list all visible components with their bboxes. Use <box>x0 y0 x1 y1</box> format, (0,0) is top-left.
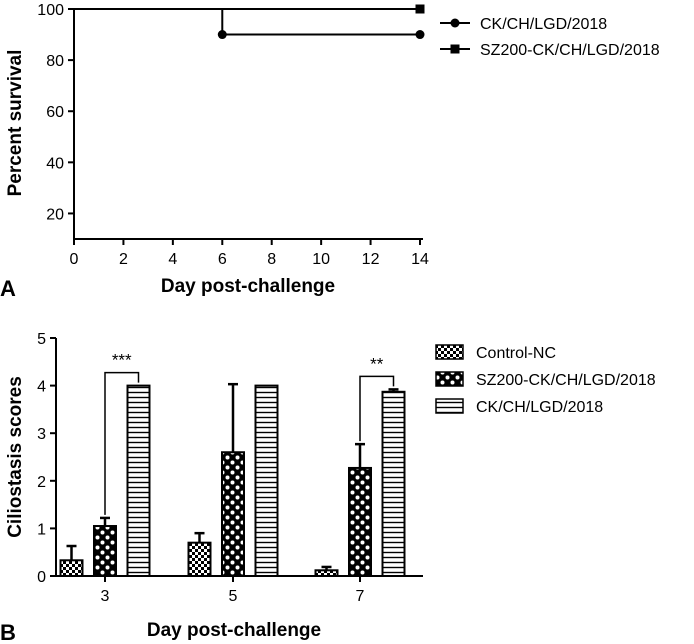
ciliostasis-y-tick-label: 5 <box>37 331 46 348</box>
panel-label-a: A <box>0 276 16 301</box>
bar-2-0 <box>126 384 151 577</box>
survival-y-axis-title: Percent survival <box>5 50 26 197</box>
survival-legend-label: SZ200-CK/CH/LGD/2018 <box>480 42 660 59</box>
survival-y-tick-label: 80 <box>46 53 64 70</box>
ciliostasis-legend-label: CK/CH/LGD/2018 <box>476 399 603 416</box>
survival-x-tick-label: 14 <box>411 251 429 268</box>
ciliostasis-y-tick-label: 0 <box>37 569 46 586</box>
survival-y-tick-label: 100 <box>37 2 64 19</box>
survival-marker-0 <box>217 30 227 40</box>
bar-1-0 <box>93 525 117 578</box>
ciliostasis-y-axis-title: Ciliostasis scores <box>5 376 26 538</box>
survival-x-tick-label: 6 <box>218 251 227 268</box>
survival-y-tick-label: 60 <box>46 104 64 121</box>
survival-x-tick-label: 4 <box>168 251 177 268</box>
survival-y-tick-label: 20 <box>46 206 64 223</box>
survival-x-tick-label: 8 <box>267 251 276 268</box>
bar-1-2 <box>348 466 372 577</box>
bar-0-2 <box>314 569 339 578</box>
ciliostasis-legend-label: Control-NC <box>476 345 556 362</box>
ciliostasis-y-tick-label: 1 <box>37 521 46 538</box>
survival-x-tick-label: 0 <box>70 251 79 268</box>
ciliostasis-y-tick-label: 3 <box>37 426 46 443</box>
ciliostasis-x-axis-title: Day post-challenge <box>147 620 321 641</box>
significance-label: *** <box>112 351 132 370</box>
ciliostasis-legend-label: SZ200-CK/CH/LGD/2018 <box>476 372 656 389</box>
bar-1-1 <box>221 451 245 577</box>
survival-y-tick-label: 40 <box>46 155 64 172</box>
survival-legend-label: CK/CH/LGD/2018 <box>480 16 607 33</box>
survival-x-tick-label: 2 <box>119 251 128 268</box>
significance-bracket <box>104 371 140 515</box>
survival-legend-marker <box>450 18 460 28</box>
bar-2-2 <box>381 390 406 577</box>
survival-x-axis-title: Day post-challenge <box>161 276 335 297</box>
ciliostasis-x-tick-label: 3 <box>101 588 110 605</box>
bar-0-1 <box>187 541 212 577</box>
ciliostasis-legend-swatch <box>435 371 464 387</box>
survival-legend-marker <box>450 44 460 54</box>
ciliostasis-legend-swatch <box>435 398 464 414</box>
significance-bracket <box>359 375 395 442</box>
survival-x-tick-label: 10 <box>312 251 330 268</box>
survival-marker-1 <box>415 4 425 14</box>
ciliostasis-y-tick-label: 2 <box>37 474 46 491</box>
significance-label: ** <box>370 354 384 373</box>
ciliostasis-y-tick-label: 4 <box>37 379 46 396</box>
survival-x-tick-label: 12 <box>362 251 380 268</box>
survival-chart: 20 40 60 80 100 0 2 4 6 8 10 12 14 CK/CH/LGD/2018 SZ… <box>0 2 660 301</box>
bar-2-1 <box>254 384 279 577</box>
ciliostasis-x-tick-label: 5 <box>229 588 238 605</box>
panel-label-b: B <box>0 620 16 644</box>
survival-line-0 <box>74 8 420 36</box>
ciliostasis-legend-swatch <box>435 344 464 360</box>
ciliostasis-x-tick-label: 7 <box>356 588 365 605</box>
survival-marker-0 <box>415 30 425 40</box>
bar-0-0 <box>59 559 84 577</box>
